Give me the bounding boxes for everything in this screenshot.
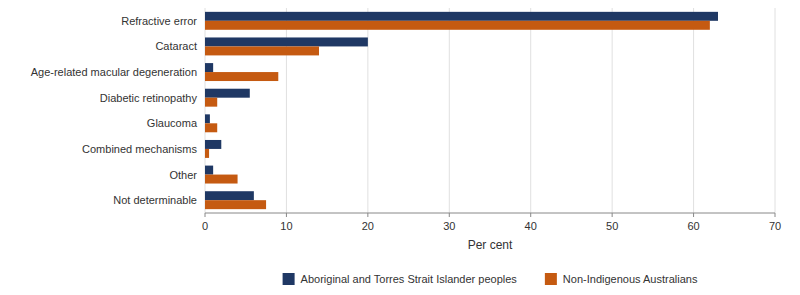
x-tick-label: 40 — [525, 220, 537, 232]
bar — [205, 123, 217, 132]
bars — [205, 12, 718, 209]
legend-item: Non-Indigenous Australians — [545, 273, 698, 285]
x-tick — [205, 213, 206, 217]
x-tick — [775, 213, 776, 217]
category-label: Diabetic retinopathy — [100, 92, 198, 104]
bar — [205, 72, 278, 81]
bar — [205, 89, 250, 98]
category-label: Refractive error — [121, 15, 197, 27]
category-label: Age-related macular degeneration — [31, 66, 197, 78]
category-label: Combined mechanisms — [82, 143, 197, 155]
bar — [205, 191, 254, 200]
x-tick-label: 30 — [443, 220, 455, 232]
x-tick — [693, 213, 694, 217]
legend-label: Aboriginal and Torres Strait Islander pe… — [301, 273, 518, 285]
bar — [205, 175, 238, 184]
x-tick — [530, 213, 531, 217]
bar — [205, 166, 213, 175]
x-tick — [286, 213, 287, 217]
category-label: Cataract — [155, 40, 197, 52]
bar — [205, 149, 209, 158]
category-label: Other — [169, 169, 197, 181]
grid-line — [693, 8, 694, 213]
x-tick-label: 10 — [280, 220, 292, 232]
bar — [205, 98, 217, 107]
x-tick-label: 0 — [202, 220, 208, 232]
grid-line — [612, 8, 613, 213]
grid-line — [775, 8, 776, 213]
x-axis-label: Per cent — [468, 238, 513, 252]
chart-container: 0 10 20 30 40 50 60 70 Per cent Refractive error C… — [0, 0, 800, 295]
x-tick — [612, 213, 613, 217]
x-tick-label: 50 — [606, 220, 618, 232]
y-axis: Refractive error Cataract Age-related macu… — [31, 15, 198, 206]
category-label: Not determinable — [113, 194, 197, 206]
bar — [205, 63, 213, 72]
x-tick-label: 20 — [362, 220, 374, 232]
bar — [205, 37, 368, 46]
bar — [205, 12, 718, 21]
legend-swatch — [545, 273, 557, 285]
legend: Aboriginal and Torres Strait Islander pe… — [283, 273, 698, 285]
page: {"chart_data": {"type": "bar", "orientat… — [0, 0, 800, 295]
grid-line — [530, 8, 531, 213]
bar — [205, 114, 210, 123]
x-tick-label: 70 — [769, 220, 781, 232]
category-label: Glaucoma — [147, 117, 198, 129]
x-tick — [367, 213, 368, 217]
x-tick-label: 60 — [687, 220, 699, 232]
x-tick — [449, 213, 450, 217]
bar — [205, 200, 266, 209]
x-axis-line — [205, 213, 775, 214]
bar — [205, 21, 710, 30]
bar — [205, 140, 221, 149]
grid — [205, 8, 775, 213]
chart: 0 10 20 30 40 50 60 70 Per cent Refractive error C… — [0, 0, 800, 295]
bar — [205, 46, 319, 55]
x-axis: 0 10 20 30 40 50 60 70 — [202, 213, 781, 232]
legend-item: Aboriginal and Torres Strait Islander pe… — [283, 273, 518, 285]
legend-label: Non-Indigenous Australians — [563, 273, 698, 285]
grid-line — [449, 8, 450, 213]
legend-swatch — [283, 273, 295, 285]
